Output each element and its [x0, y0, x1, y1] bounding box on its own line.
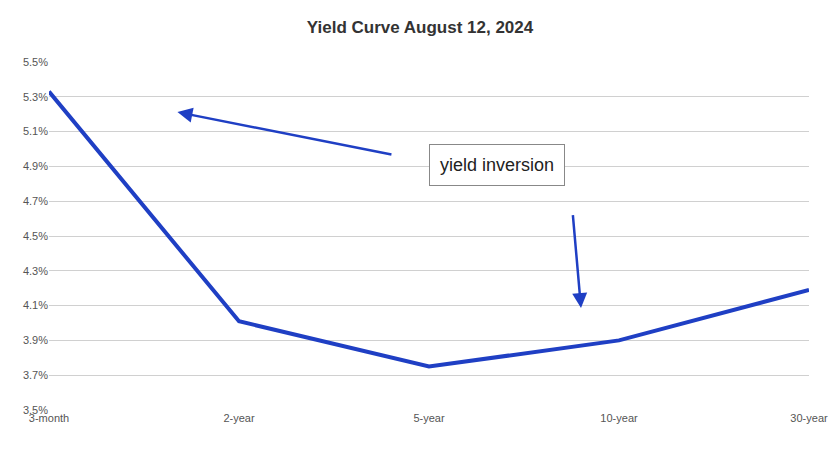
svg-text:3.5%: 3.5% [23, 404, 48, 416]
svg-text:4.5%: 4.5% [23, 230, 48, 242]
svg-text:4.7%: 4.7% [23, 195, 48, 207]
svg-text:3-month: 3-month [29, 412, 69, 424]
svg-text:yield inversion: yield inversion [440, 155, 554, 175]
svg-text:4.1%: 4.1% [23, 299, 48, 311]
svg-text:5.1%: 5.1% [23, 125, 48, 137]
svg-text:10-year: 10-year [600, 412, 638, 424]
svg-text:3.9%: 3.9% [23, 334, 48, 346]
svg-text:5-year: 5-year [413, 412, 445, 424]
svg-text:5.3%: 5.3% [23, 91, 48, 103]
svg-text:4.9%: 4.9% [23, 160, 48, 172]
svg-text:2-year: 2-year [223, 412, 255, 424]
svg-text:5.5%: 5.5% [23, 56, 48, 68]
svg-text:4.3%: 4.3% [23, 265, 48, 277]
svg-text:30-year: 30-year [790, 412, 828, 424]
svg-text:3.7%: 3.7% [23, 369, 48, 381]
svg-text:Yield Curve August 12, 2024: Yield Curve August 12, 2024 [307, 18, 534, 37]
